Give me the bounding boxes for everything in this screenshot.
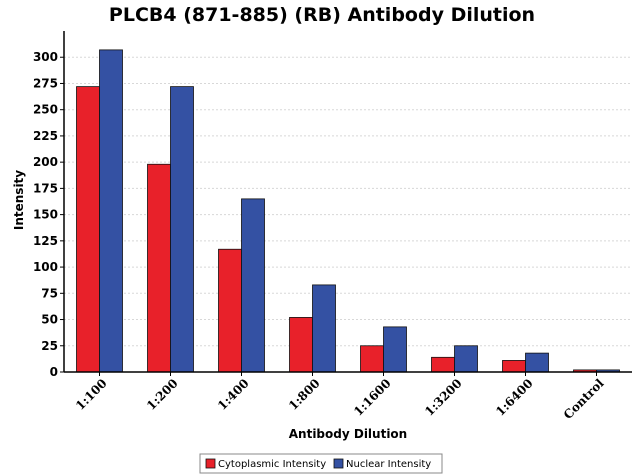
x-axis-label: Antibody Dilution [289,427,407,441]
bar-cytoplasmic-4 [360,345,384,373]
x-tick-label: 1:1600 [351,376,394,419]
y-tick-label: 125 [33,234,58,248]
x-tick-label: 1:800 [286,376,323,413]
y-tick-label: 25 [41,339,58,353]
legend-label-nuclear: Nuclear Intensity [346,459,431,470]
bar-nuclear-5 [454,345,478,373]
x-tick-label: 1:6400 [493,376,536,419]
bar-nuclear-4 [383,326,407,373]
bar-cytoplasmic-5 [431,356,455,373]
y-tick-label: 75 [41,286,58,300]
y-tick-label: 200 [33,155,58,169]
bars [76,49,620,373]
x-tick-label: 1:200 [144,376,181,413]
y-tick-label: 150 [33,208,58,222]
axes [63,31,632,373]
x-tick-label: 1:100 [73,376,110,413]
legend-swatch-cytoplasmic [205,458,216,469]
y-tick-label: 250 [33,103,58,117]
bar-nuclear-1 [170,86,194,373]
y-axis-label: Intensity [12,170,26,230]
bar-cytoplasmic-2 [218,248,242,373]
bar-nuclear-0 [99,49,123,373]
legend-label-cytoplasmic: Cytoplasmic Intensity [218,459,326,470]
y-tick-label: 50 [41,313,58,327]
bar-cytoplasmic-0 [76,86,100,373]
x-tick-label: 1:3200 [422,376,465,419]
y-axis-ticks: 0 25 50 75 100 125 150 175 200 225 250 275 300 [33,50,64,379]
chart-title: PLCB4 (871-885) (RB) Antibody Dilution [109,4,535,26]
bar-cytoplasmic-6 [502,360,526,373]
legend-swatch-nuclear [333,458,344,469]
y-tick-label: 0 [50,365,58,379]
bar-nuclear-3 [312,284,336,373]
bar-cytoplasmic-1 [147,163,171,373]
bar-nuclear-2 [241,198,265,373]
bar-nuclear-6 [525,352,549,373]
legend: Cytoplasmic Intensity Nuclear Intensity [199,453,443,474]
gridlines [64,56,632,347]
bar-cytoplasmic-3 [289,317,313,373]
x-axis-ticks: 1:100 1:200 1:400 1:800 1:1600 1:3200 1:6400 Co… [73,372,607,422]
x-tick-label: Control [561,376,607,422]
y-tick-label: 100 [33,260,58,274]
y-tick-label: 275 [33,76,58,90]
x-tick-label: 1:400 [215,376,252,413]
y-tick-label: 300 [33,50,58,64]
y-tick-label: 175 [33,181,58,195]
y-tick-label: 225 [33,129,58,143]
legend-box [199,453,443,474]
